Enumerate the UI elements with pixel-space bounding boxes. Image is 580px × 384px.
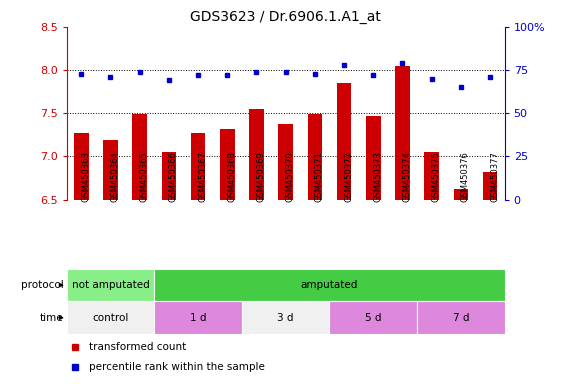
Text: GSM450366: GSM450366 [169, 151, 178, 202]
Bar [154, 301, 242, 334]
Text: GSM450367: GSM450367 [198, 151, 207, 202]
Text: not amputated: not amputated [71, 280, 150, 290]
Text: 3 d: 3 d [277, 313, 294, 323]
Bar [103, 140, 118, 200]
Bar [154, 269, 505, 301]
Text: GSM450374: GSM450374 [403, 151, 411, 202]
Bar [242, 301, 329, 334]
Text: GSM450372: GSM450372 [344, 151, 353, 202]
Text: GSM450363: GSM450363 [81, 151, 90, 202]
Bar [417, 301, 505, 334]
Bar [483, 172, 497, 200]
Bar [191, 133, 205, 200]
Text: amputated: amputated [301, 280, 358, 290]
Bar [67, 269, 154, 301]
Bar [329, 301, 417, 334]
Text: time: time [40, 313, 64, 323]
Text: GSM450364: GSM450364 [110, 151, 119, 202]
Bar [395, 66, 409, 200]
Text: GSM450369: GSM450369 [256, 151, 266, 202]
Text: percentile rank within the sample: percentile rank within the sample [89, 362, 264, 372]
Bar [74, 133, 89, 200]
Text: protocol: protocol [21, 280, 64, 290]
Bar [425, 152, 439, 200]
Text: GSM450375: GSM450375 [432, 151, 441, 202]
Bar [337, 83, 351, 200]
Text: GSM450370: GSM450370 [286, 151, 295, 202]
Bar [162, 152, 176, 200]
Text: GSM450365: GSM450365 [140, 151, 148, 202]
Bar [278, 124, 293, 200]
Bar [249, 109, 264, 200]
Text: GSM450368: GSM450368 [227, 151, 236, 202]
Text: 1 d: 1 d [190, 313, 206, 323]
Bar [454, 189, 468, 200]
Text: GSM450371: GSM450371 [315, 151, 324, 202]
Bar [67, 301, 154, 334]
Text: GSM450376: GSM450376 [461, 151, 470, 202]
Bar [307, 114, 322, 200]
Text: control: control [92, 313, 129, 323]
Title: GDS3623 / Dr.6906.1.A1_at: GDS3623 / Dr.6906.1.A1_at [190, 10, 381, 25]
Bar [220, 129, 234, 200]
Bar [366, 116, 380, 200]
Text: 5 d: 5 d [365, 313, 382, 323]
Text: transformed count: transformed count [89, 342, 186, 352]
Text: 7 d: 7 d [452, 313, 469, 323]
Text: GSM450377: GSM450377 [490, 151, 499, 202]
Bar [132, 114, 147, 200]
Text: GSM450373: GSM450373 [374, 151, 382, 202]
